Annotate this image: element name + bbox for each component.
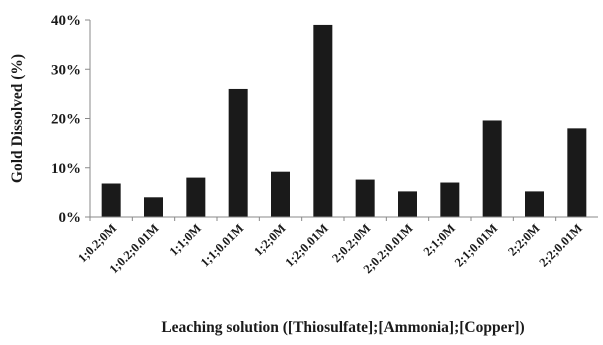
bar bbox=[398, 191, 417, 217]
bar bbox=[271, 171, 290, 217]
x-tick-label: 2;2;0.01M bbox=[537, 221, 586, 270]
y-axis-title: Gold Dissolved (%) bbox=[9, 54, 26, 183]
y-tick-label: 40% bbox=[51, 13, 81, 29]
bar bbox=[567, 128, 587, 217]
y-axis-ticks: 0% 10% 20% 30% 40% bbox=[51, 13, 90, 226]
x-tick-label: 2;1;0M bbox=[421, 221, 459, 259]
bar bbox=[440, 182, 460, 217]
x-tick-label: 2;1;0.01M bbox=[452, 221, 501, 270]
bar bbox=[144, 197, 163, 217]
x-tick-label: 1;2;0.01M bbox=[283, 221, 332, 270]
bar bbox=[525, 191, 544, 217]
x-axis-title: Leaching solution ([Thiosulfate];[Ammoni… bbox=[161, 319, 524, 336]
bar bbox=[355, 179, 375, 217]
bar bbox=[313, 24, 333, 217]
bar bbox=[228, 88, 248, 217]
x-tick-label: 2;2;0M bbox=[505, 221, 543, 259]
x-tick-label: 1;0.2;0M bbox=[75, 221, 119, 265]
x-tick-label: 1;1;0.01M bbox=[198, 221, 247, 270]
y-tick-label: 10% bbox=[51, 161, 81, 177]
bar bbox=[186, 177, 206, 217]
bar bbox=[482, 120, 502, 217]
y-tick-label: 0% bbox=[59, 210, 82, 226]
bar bbox=[101, 183, 121, 217]
x-tick-label: 1;1;0M bbox=[167, 221, 205, 259]
y-tick-label: 30% bbox=[51, 62, 81, 78]
x-axis-tick-labels: 1;0.2;0M1;0.2;0.01M 1;1;0M1;1;0.01M 1;2;0M… bbox=[75, 217, 585, 276]
bar-series bbox=[101, 24, 587, 217]
y-tick-label: 20% bbox=[51, 112, 81, 128]
x-tick-label: 2;0.2;0M bbox=[329, 221, 373, 265]
x-tick-label: 1;2;0M bbox=[251, 221, 289, 259]
